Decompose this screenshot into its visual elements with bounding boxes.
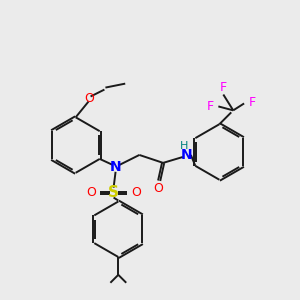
Text: F: F	[248, 96, 256, 109]
Text: F: F	[207, 100, 214, 113]
Text: N: N	[181, 148, 193, 162]
Text: O: O	[86, 186, 96, 199]
Text: O: O	[131, 186, 141, 199]
Text: O: O	[153, 182, 163, 195]
Text: F: F	[220, 81, 227, 94]
Text: N: N	[110, 160, 122, 174]
Text: S: S	[108, 185, 119, 200]
Text: H: H	[180, 141, 188, 151]
Text: O: O	[85, 92, 94, 105]
